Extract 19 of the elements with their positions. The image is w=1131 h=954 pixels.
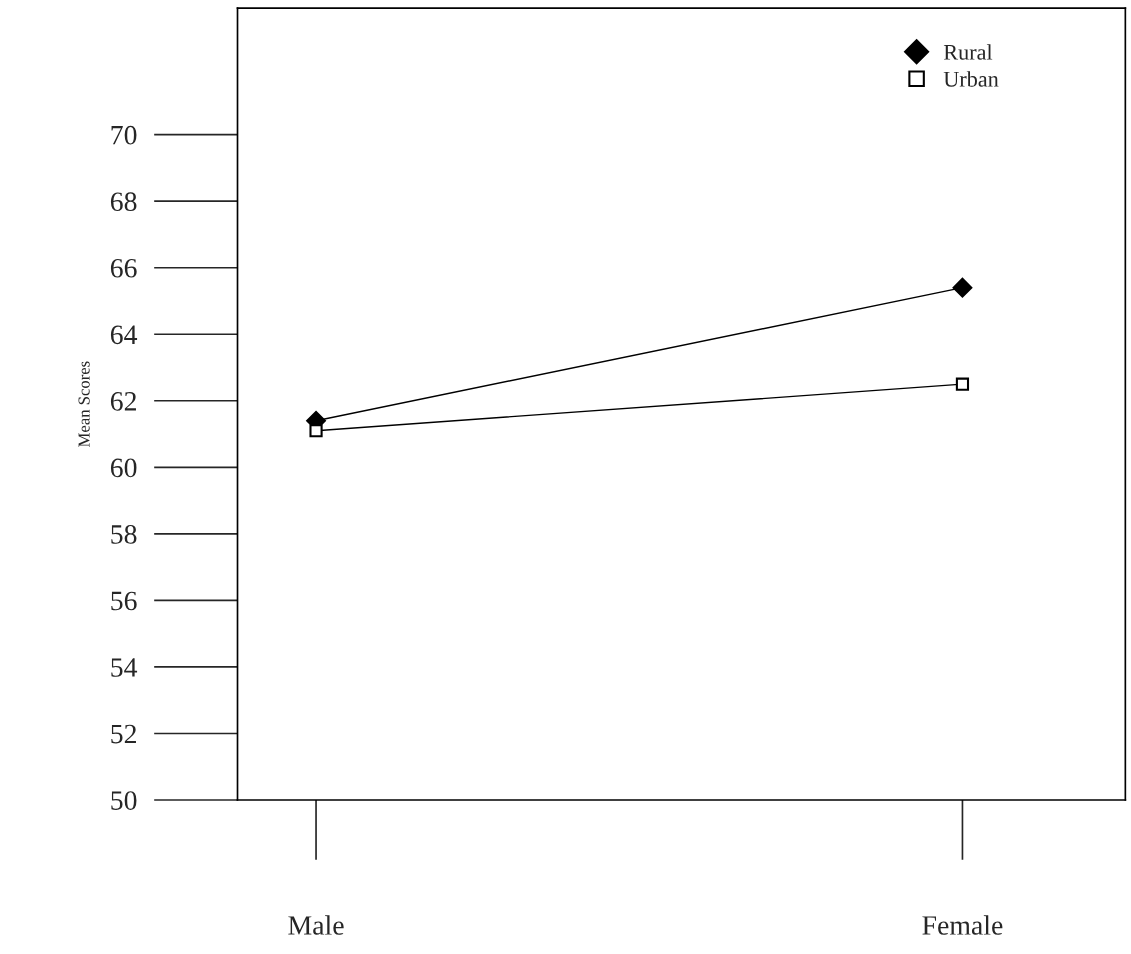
y-tick-label: 62 (110, 392, 136, 411)
x-tick-label: Female (922, 915, 1003, 935)
y-tick-label: 52 (111, 724, 136, 744)
point (309, 424, 323, 438)
y-tick-label: 58 (111, 525, 137, 544)
y-tick-label: 68 (110, 192, 137, 212)
point (955, 377, 970, 391)
y-tick-label: 56 (111, 591, 137, 611)
point (952, 277, 973, 298)
legend-label: Rural (943, 44, 993, 60)
y-tick-label: 54 (111, 658, 138, 677)
y-tick-label: 60 (110, 458, 137, 478)
y-tick-label: 70 (111, 125, 137, 145)
y-tick-label: 66 (110, 258, 137, 278)
y-axis-title: Mean Scores (78, 361, 90, 447)
y-tick-label: 50 (111, 791, 137, 810)
legend-label: Urban (943, 71, 999, 87)
x-tick-label: Male (288, 915, 344, 935)
y-tick-label: 64 (110, 325, 138, 345)
